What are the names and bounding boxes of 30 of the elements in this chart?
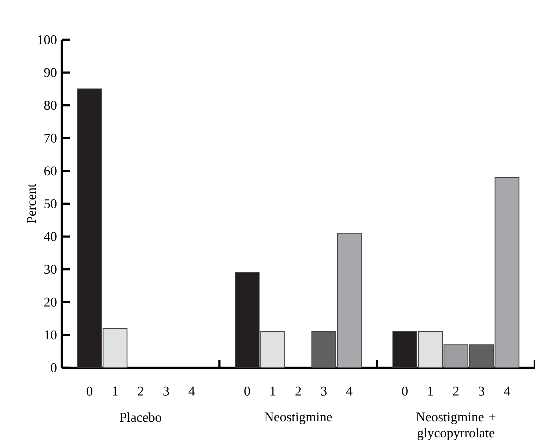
text: 2	[138, 386, 144, 396]
series-label: 2	[453, 386, 459, 396]
series-label: 0	[86, 386, 93, 396]
x-tick-label: Neostigmine	[264, 412, 332, 424]
y-tick-label: 10	[45, 330, 57, 340]
text: 1	[270, 386, 276, 396]
text: 4	[504, 386, 510, 396]
text: 4	[188, 386, 196, 396]
series-label: 4	[346, 386, 353, 396]
y-tick-label: 20	[44, 298, 57, 307]
y-tick-label: 100	[38, 35, 57, 44]
x-tick-label: Neostigmine + glycopyrrolate	[416, 412, 496, 440]
text: 2	[296, 386, 302, 396]
y-axis-title: Percent	[27, 184, 36, 224]
text: 3	[479, 386, 485, 396]
y-tick-label: 30	[44, 265, 57, 274]
text: 0	[402, 386, 408, 396]
text: 0	[244, 386, 250, 396]
series-label: 1	[113, 386, 118, 396]
series-label: 3	[321, 386, 327, 396]
x-tick-label: Placebo	[120, 412, 162, 422]
y-tick-label: 0	[51, 363, 57, 372]
y-tick-label: 90	[44, 68, 57, 78]
y-tick-label: 70	[44, 134, 57, 143]
y-tick-label: 40	[44, 232, 57, 242]
y-tick-label: 50	[44, 199, 57, 208]
y-tick-label: 80	[44, 101, 57, 110]
text: 1	[428, 386, 434, 396]
text: 3	[164, 386, 170, 396]
y-tick-label: 60	[44, 166, 57, 176]
